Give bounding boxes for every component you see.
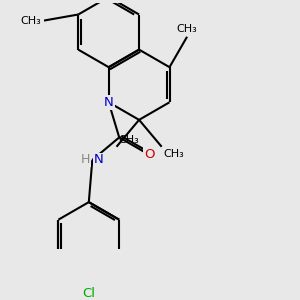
Text: CH₃: CH₃	[177, 24, 197, 34]
Text: CH₃: CH₃	[20, 16, 41, 26]
Text: N: N	[104, 96, 114, 109]
Text: O: O	[144, 148, 155, 161]
Text: CH₃: CH₃	[118, 135, 139, 145]
Text: CH₃: CH₃	[164, 148, 184, 158]
Text: N: N	[94, 154, 104, 166]
Text: Cl: Cl	[82, 287, 95, 300]
Text: H: H	[81, 154, 91, 166]
